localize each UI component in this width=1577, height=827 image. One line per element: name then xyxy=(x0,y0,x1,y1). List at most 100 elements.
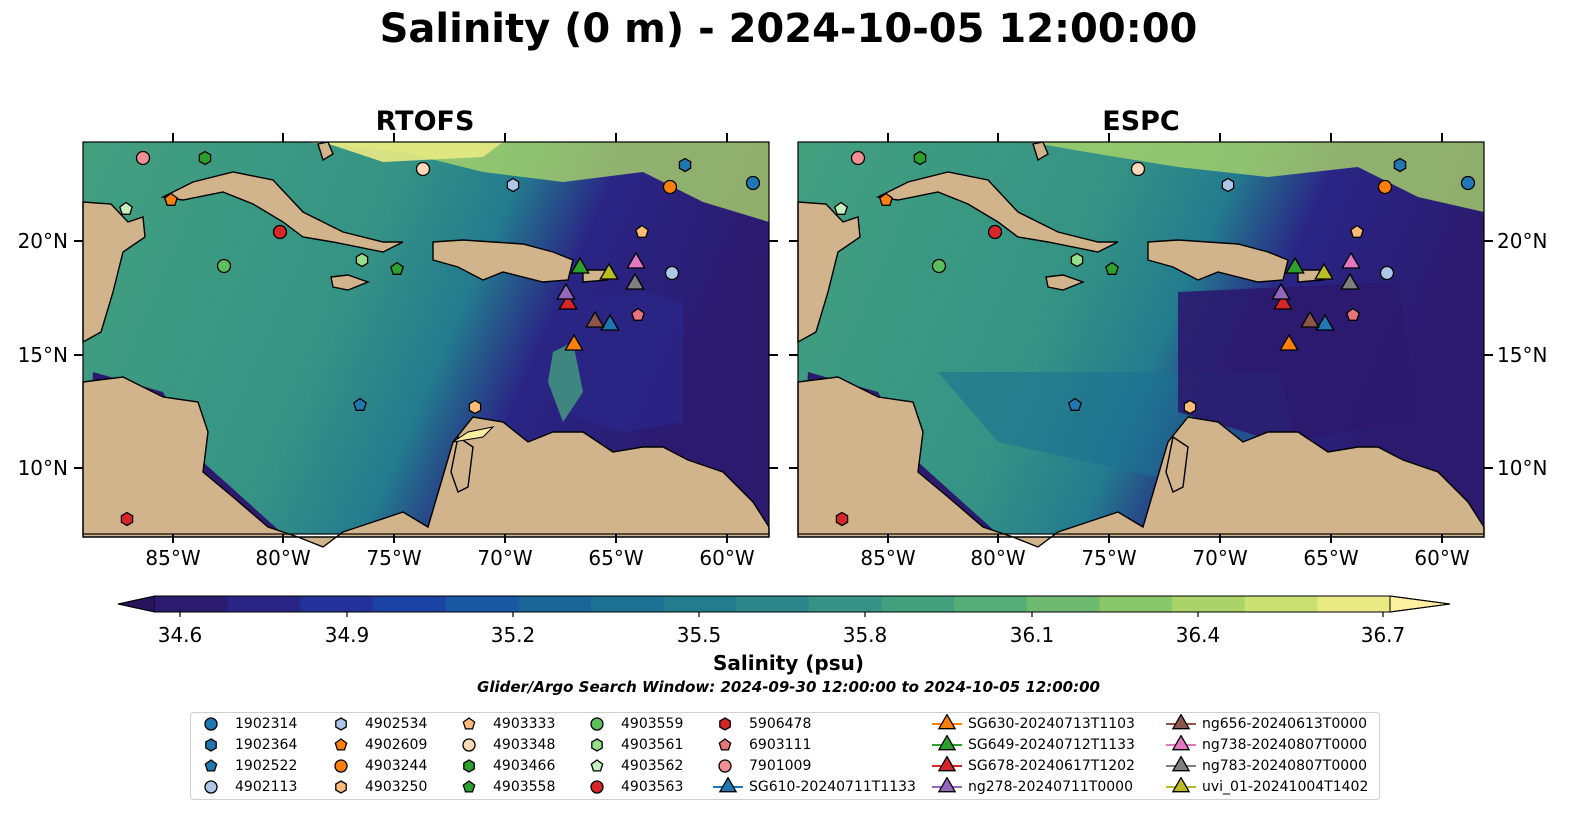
legend-label: 6903111 xyxy=(749,737,812,753)
y-tick-label-left: 15°N xyxy=(18,343,68,367)
glider-marker xyxy=(1279,333,1299,351)
legend-label: 4903348 xyxy=(493,737,556,753)
colorbar-tick-label: 35.2 xyxy=(491,623,536,647)
legend-label: 4903562 xyxy=(621,758,684,774)
legend-triangle-icon xyxy=(1166,735,1196,751)
x-tick-label: 60°W xyxy=(1414,546,1469,570)
x-tick-label: 75°W xyxy=(1081,546,1136,570)
argo-float-marker xyxy=(664,265,680,281)
colorbar-bin xyxy=(954,596,1028,612)
legend-marker xyxy=(462,738,476,752)
map-panels: 85°W 80°W 75°W 70°W 65°W 60°W 85°W 80°W 75°W 70°W… xyxy=(18,133,1547,570)
legend-label: 5906478 xyxy=(749,716,812,732)
argo-float-marker xyxy=(164,192,178,206)
legend-entry-argo: 4903559 xyxy=(585,714,683,734)
colorbar-min-extension xyxy=(117,595,156,613)
glider-marker xyxy=(1285,256,1305,274)
argo-float-marker xyxy=(835,511,849,527)
legend-entry-argo: 1902314 xyxy=(199,714,297,734)
legend-entry-glider: SG649-20240712T1133 xyxy=(932,735,1135,755)
argo-float-marker xyxy=(850,150,866,166)
colorbar-tick-label: 34.6 xyxy=(158,623,203,647)
argo-float-marker xyxy=(1460,175,1476,191)
legend-marker xyxy=(335,717,347,731)
legend-label: SG630-20240713T1103 xyxy=(968,716,1135,732)
legend-marker xyxy=(335,780,347,794)
colorbar-bin xyxy=(590,596,665,612)
argo-float-marker xyxy=(1105,261,1119,275)
argo-float-marker xyxy=(1068,397,1082,411)
colorbar-bin xyxy=(663,596,737,612)
legend-marker-icon xyxy=(462,780,476,793)
colorbar-bin xyxy=(1026,596,1101,612)
colorbar-tick-label: 35.8 xyxy=(843,623,888,647)
legend-label: 4903250 xyxy=(365,779,428,795)
legend-triangle-icon xyxy=(1166,756,1196,772)
y-tick-label-right: 15°N xyxy=(1497,343,1547,367)
legend-marker xyxy=(1171,777,1191,793)
legend-label: 4903563 xyxy=(621,779,684,795)
legend-marker-icon xyxy=(334,738,348,751)
colorbar-bin xyxy=(1099,596,1173,612)
x-tick-label: 80°W xyxy=(970,546,1025,570)
legend-marker-icon xyxy=(462,717,476,730)
legend-entry-argo: 4903558 xyxy=(457,777,555,797)
legend-triangle-icon xyxy=(932,756,962,772)
legend-marker xyxy=(204,780,218,794)
legend-marker-icon xyxy=(205,738,217,752)
figure-title: Salinity (0 m) - 2024-10-05 12:00:00 xyxy=(379,6,1198,52)
legend-marker xyxy=(590,759,604,772)
legend-marker-icon xyxy=(462,738,476,752)
legend-marker-icon xyxy=(463,759,475,773)
legend-entry-argo: 6903111 xyxy=(713,735,811,755)
glider-marker xyxy=(1315,313,1335,331)
legend-entry-argo: 4903333 xyxy=(457,714,555,734)
x-tick-label: 70°W xyxy=(1192,546,1247,570)
legend-entry-glider: uvi_01-20241004T1402 xyxy=(1166,777,1368,797)
legend-triangle-icon xyxy=(1166,777,1196,793)
argo-float-marker xyxy=(987,224,1003,240)
colorbar-label: Salinity (psu) xyxy=(712,651,864,675)
glider-marker xyxy=(600,313,620,331)
rtofs-map xyxy=(82,141,770,548)
glider-marker xyxy=(1271,282,1291,300)
argo-float-marker xyxy=(1350,224,1364,238)
legend-entry-argo: 4903466 xyxy=(457,756,555,776)
y-tick-label-left: 10°N xyxy=(18,456,68,480)
legend-label: 1902314 xyxy=(235,716,298,732)
legend-marker xyxy=(462,717,476,730)
legend-marker-icon xyxy=(590,717,604,731)
legend-label: SG649-20240712T1133 xyxy=(968,737,1135,753)
colorbar-bin xyxy=(736,596,810,612)
glider-marker xyxy=(558,292,578,310)
argo-float-marker xyxy=(1130,161,1146,177)
argo-float-marker xyxy=(1221,177,1235,193)
legend-marker xyxy=(1171,714,1191,730)
legend-marker xyxy=(590,717,604,731)
colorbar-bin xyxy=(372,596,447,612)
legend-entry-argo: 4902534 xyxy=(329,714,427,734)
legend-label: 4903559 xyxy=(621,716,684,732)
legend-label: 4903558 xyxy=(493,779,556,795)
colorbar-bin xyxy=(1317,596,1391,612)
argo-float-marker xyxy=(635,224,649,238)
colorbar-bin xyxy=(1244,596,1318,612)
glider-marker xyxy=(626,251,646,269)
panel-title-rtofs: RTOFS xyxy=(375,106,475,137)
x-tick-label: 75°W xyxy=(366,546,421,570)
legend-label: 1902522 xyxy=(235,758,298,774)
argo-float-marker xyxy=(120,511,134,527)
legend-triangle-icon xyxy=(932,714,962,730)
colorbar-bin xyxy=(227,596,301,612)
legend-marker-icon xyxy=(204,780,218,794)
colorbar-tick-label: 35.5 xyxy=(677,623,722,647)
legend-marker xyxy=(719,717,731,731)
legend-label: 1902364 xyxy=(235,737,298,753)
argo-float-marker xyxy=(272,224,288,240)
argo-float-marker xyxy=(1070,252,1084,268)
legend-label: 4902534 xyxy=(365,716,428,732)
legend-marker xyxy=(334,759,348,773)
glider-marker xyxy=(1340,272,1360,290)
legend-marker xyxy=(334,738,348,751)
legend-entry-glider: ng278-20240711T0000 xyxy=(932,777,1133,797)
